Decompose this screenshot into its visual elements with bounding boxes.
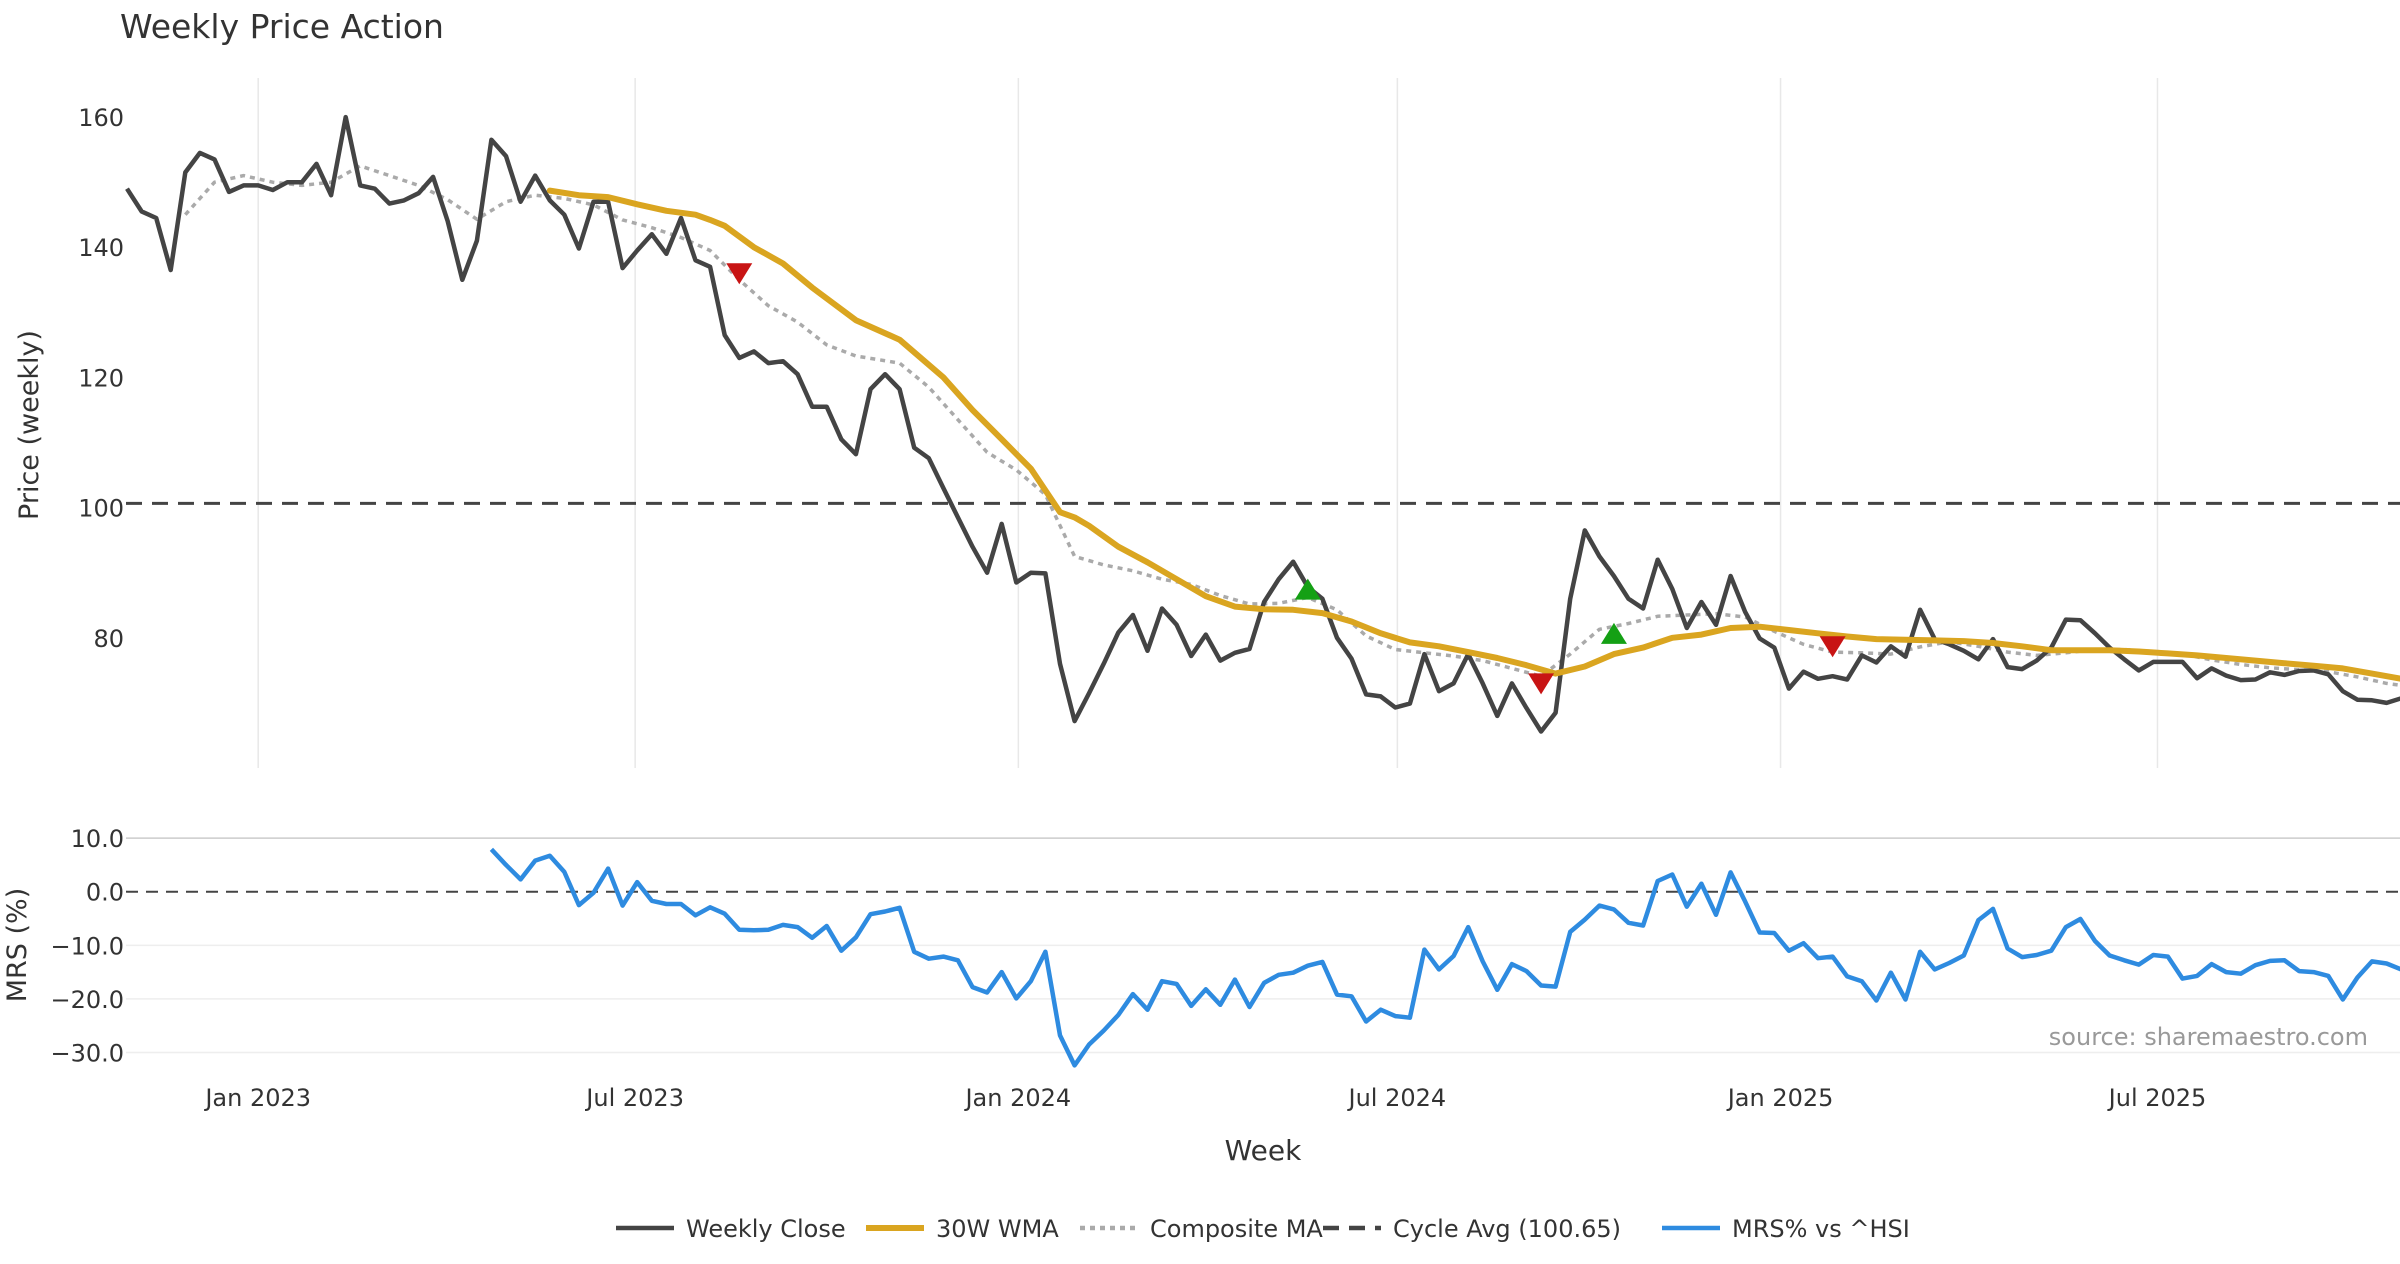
legend-label: 30W WMA (936, 1215, 1059, 1243)
legend-label: MRS% vs ^HSI (1732, 1215, 1910, 1243)
mrs-y-tick-label: −10.0 (50, 932, 124, 960)
mrs-line (489, 847, 2400, 1068)
price-y-ticks: 80 100 120 140 160 (78, 104, 124, 653)
mrs-series-layer (489, 847, 2400, 1068)
wma-30w-line (546, 187, 2400, 682)
mrs-y-tick-label: −30.0 (50, 1040, 124, 1068)
x-ticks: Jan 2023 Jul 2023 Jan 2024 Jul 2024 Jan 2025… (203, 1084, 2206, 1112)
price-y-tick-label: 80 (93, 625, 124, 653)
legend-label: Composite MA (1150, 1215, 1323, 1243)
legend-item: 30W WMA (866, 1215, 1059, 1243)
price-y-tick-label: 140 (78, 234, 124, 262)
legend-item: Weekly Close (616, 1215, 846, 1243)
x-tick-label: Jan 2024 (963, 1084, 1071, 1112)
source-note: source: sharemaestro.com (2049, 1023, 2368, 1051)
weekly-close-line (125, 114, 2400, 734)
price-series-layer (125, 114, 2400, 734)
buy-signal-marker (1600, 622, 1627, 644)
mrs-gridlines (126, 837, 2400, 1054)
price-y-tick-label: 120 (78, 364, 124, 392)
legend-label: Cycle Avg (100.65) (1393, 1215, 1621, 1243)
sell-signal-marker (1528, 673, 1555, 695)
legend-item: MRS% vs ^HSI (1662, 1215, 1910, 1243)
legend: Weekly Close 30W WMA Composite MA Cycle Avg… (616, 1215, 1910, 1243)
legend-item: Cycle Avg (100.65) (1323, 1215, 1621, 1243)
sell-signal-marker (726, 263, 753, 285)
mrs-y-tick-label: −20.0 (50, 986, 124, 1014)
sell-signal-marker (1819, 636, 1846, 658)
x-tick-label: Jan 2023 (203, 1084, 311, 1112)
mrs-y-axis-label: MRS (%) (2, 888, 33, 1003)
price-y-axis-label: Price (weekly) (14, 330, 45, 520)
mrs-y-tick-label: 0.0 (86, 879, 124, 907)
buy-signal-marker (1294, 578, 1321, 600)
legend-label: Weekly Close (686, 1215, 846, 1243)
x-tick-label: Jan 2025 (1726, 1084, 1834, 1112)
chart-title: Weekly Price Action (120, 7, 444, 46)
mrs-y-tick-label: 10.0 (71, 825, 124, 853)
price-y-tick-label: 160 (78, 104, 124, 132)
mrs-y-ticks: 10.0 0.0 −10.0 −20.0 −30.0 (50, 825, 124, 1067)
x-axis-label: Week (1225, 1134, 1302, 1167)
price-y-tick-label: 100 (78, 495, 124, 523)
x-tick-label: Jul 2024 (1347, 1084, 1447, 1112)
legend-item: Composite MA (1080, 1215, 1323, 1243)
x-tick-label: Jul 2025 (2107, 1084, 2207, 1112)
price-gridlines (257, 78, 2159, 768)
x-tick-label: Jul 2023 (584, 1084, 684, 1112)
